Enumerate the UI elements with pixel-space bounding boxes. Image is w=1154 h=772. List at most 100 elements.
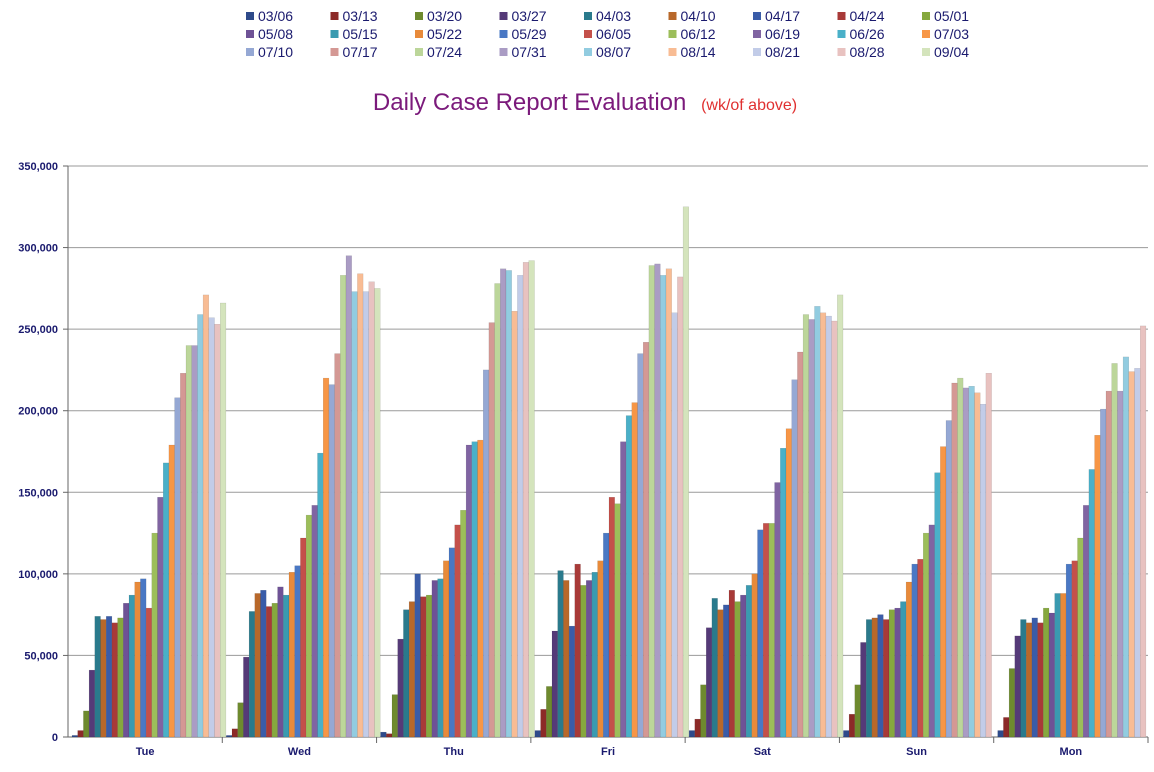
legend-item: 08/14 bbox=[668, 44, 716, 60]
bar bbox=[1060, 593, 1067, 738]
bar bbox=[340, 275, 347, 738]
bar bbox=[814, 306, 821, 738]
legend-swatch bbox=[753, 30, 761, 38]
bar bbox=[162, 462, 170, 738]
legend-swatch bbox=[584, 48, 592, 56]
legend-label: 03/20 bbox=[427, 8, 462, 24]
legend-item: 07/24 bbox=[415, 44, 462, 60]
legend-swatch bbox=[330, 30, 339, 38]
legend-label: 05/22 bbox=[427, 26, 462, 42]
legend-label: 04/24 bbox=[850, 8, 885, 24]
bar bbox=[71, 735, 78, 738]
bar bbox=[637, 353, 644, 738]
legend-item: 05/01 bbox=[922, 8, 969, 24]
x-tick-label: Sun bbox=[906, 746, 927, 758]
bar bbox=[105, 616, 113, 738]
bar bbox=[843, 730, 850, 738]
bar bbox=[362, 291, 370, 738]
legend-swatch bbox=[668, 12, 677, 20]
bar bbox=[728, 590, 735, 738]
bar bbox=[237, 702, 244, 738]
legend-label: 07/03 bbox=[934, 26, 969, 42]
legend-label: 05/01 bbox=[934, 8, 969, 24]
legend-item: 07/10 bbox=[246, 44, 293, 60]
bar bbox=[682, 206, 689, 738]
bar bbox=[711, 598, 718, 738]
bar bbox=[1025, 622, 1033, 738]
bar bbox=[488, 322, 495, 738]
legend-item: 09/04 bbox=[922, 44, 969, 60]
bar bbox=[1054, 593, 1061, 738]
bar bbox=[157, 497, 164, 738]
legend-swatch bbox=[499, 30, 508, 38]
legend-item: 03/20 bbox=[415, 8, 462, 24]
bar bbox=[951, 382, 958, 738]
bar bbox=[883, 619, 890, 738]
bar bbox=[1031, 617, 1038, 738]
bar bbox=[88, 669, 95, 738]
x-tick-label: Tue bbox=[136, 746, 155, 758]
bar bbox=[111, 622, 118, 738]
y-tick-label: 100,000 bbox=[18, 569, 58, 581]
bar bbox=[700, 684, 707, 738]
bar bbox=[511, 311, 518, 738]
legend-item: 04/03 bbox=[584, 8, 631, 24]
legend-item: 03/27 bbox=[499, 8, 547, 24]
legend-item: 04/17 bbox=[753, 8, 800, 24]
bar bbox=[688, 730, 695, 738]
bar bbox=[1071, 560, 1078, 738]
bar bbox=[945, 420, 952, 738]
bar bbox=[271, 603, 278, 738]
legend-swatch bbox=[415, 48, 423, 56]
bar bbox=[888, 609, 895, 738]
bar bbox=[568, 625, 575, 738]
x-tick-label: Wed bbox=[288, 746, 311, 758]
legend-label: 06/26 bbox=[850, 26, 885, 42]
bar bbox=[734, 601, 741, 738]
x-tick-labels: Tue Wed Thu Fri Sat Sun Mon bbox=[136, 746, 1083, 758]
bar bbox=[962, 387, 969, 738]
bar bbox=[174, 397, 181, 738]
bar bbox=[540, 709, 547, 738]
bar bbox=[128, 594, 135, 738]
bar bbox=[328, 384, 335, 738]
bar bbox=[94, 616, 101, 738]
legend-label: 04/10 bbox=[681, 8, 716, 24]
bar bbox=[671, 312, 678, 738]
legend-swatch bbox=[922, 12, 930, 20]
bar bbox=[123, 603, 130, 738]
legend-item: 04/24 bbox=[837, 8, 885, 24]
bar bbox=[83, 710, 90, 738]
bar bbox=[465, 444, 473, 738]
legend-label: 08/28 bbox=[850, 44, 885, 60]
legend-swatch bbox=[415, 12, 423, 20]
bar bbox=[134, 581, 141, 738]
bar bbox=[534, 730, 541, 738]
legend-label: 04/03 bbox=[596, 8, 631, 24]
bar bbox=[917, 559, 924, 738]
bar bbox=[1128, 371, 1135, 738]
bar bbox=[460, 510, 467, 738]
legend-label: 09/04 bbox=[934, 44, 969, 60]
bar bbox=[522, 262, 529, 738]
bar bbox=[894, 607, 901, 738]
bar bbox=[443, 560, 450, 738]
legend-item: 07/31 bbox=[499, 44, 547, 60]
bar bbox=[254, 593, 261, 738]
legend-item: 07/03 bbox=[922, 26, 969, 42]
y-tick-label: 150,000 bbox=[18, 487, 58, 499]
bar bbox=[180, 373, 187, 738]
bar bbox=[620, 441, 627, 738]
bar bbox=[614, 503, 621, 738]
legend-item: 08/21 bbox=[753, 44, 800, 60]
bar bbox=[723, 604, 730, 738]
bar bbox=[243, 656, 250, 738]
bar bbox=[923, 532, 930, 738]
bar bbox=[191, 345, 198, 738]
bar bbox=[934, 472, 941, 738]
legend-swatch bbox=[753, 12, 761, 20]
bar bbox=[380, 731, 387, 738]
bar bbox=[202, 294, 210, 738]
bar bbox=[940, 446, 947, 738]
legend-label: 05/08 bbox=[258, 26, 293, 42]
